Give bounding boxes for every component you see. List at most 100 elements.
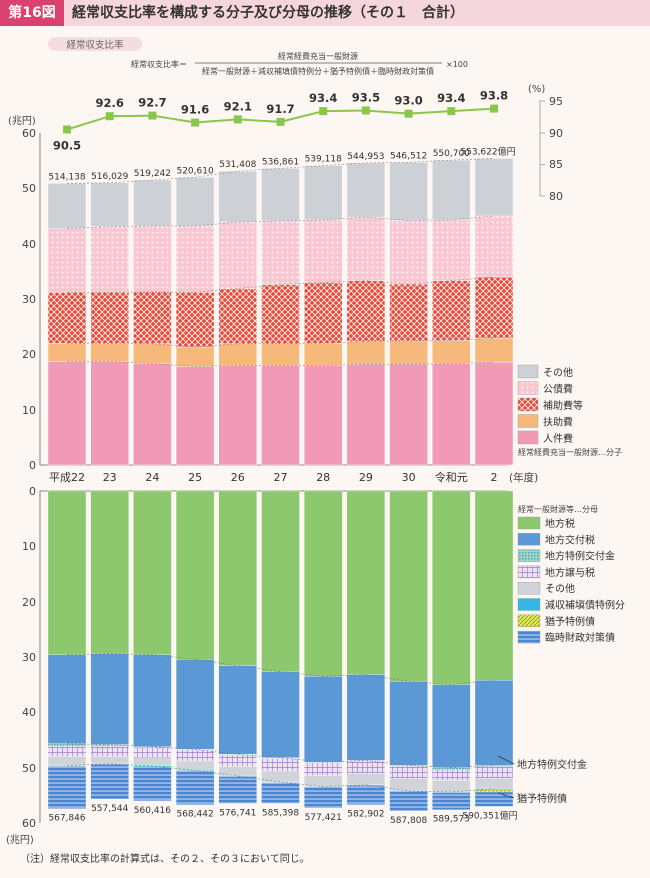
denominator-segment-臨時財政対策債 xyxy=(432,792,471,810)
denominator-segment-その他 xyxy=(90,756,129,764)
denominator-segment-その他 xyxy=(133,757,172,767)
denominator-segment-地方交付税 xyxy=(346,674,386,761)
top-y-tick: 40 xyxy=(22,238,36,251)
numerator-segment-公債費 xyxy=(133,225,172,293)
denominator-segment-臨時財政対策債 xyxy=(90,764,129,800)
numerator-segment-補助費等 xyxy=(175,292,215,348)
denominator-legend-label: 地方特例交付金 xyxy=(545,550,615,563)
denominator-legend-title: 経常一般財源等…分母 xyxy=(518,504,598,514)
ratio-marker xyxy=(63,125,71,134)
numerator-bar-0 xyxy=(47,183,87,466)
numerator-segment-扶助費 xyxy=(218,343,258,366)
denominator-bar-6 xyxy=(304,490,343,809)
ratio-marker xyxy=(447,107,456,116)
denominator-bar-4 xyxy=(218,490,257,804)
denominator-total-label: 590,351億円 xyxy=(462,809,517,821)
numerator-legend-label: 人件費 xyxy=(543,432,573,445)
numerator-bar-1 xyxy=(90,182,129,466)
denominator-segment-地方特例交付金 xyxy=(432,767,471,771)
denominator-bar-5 xyxy=(261,490,300,804)
denominator-legend-swatch xyxy=(517,549,541,562)
top-y-tick: 50 xyxy=(22,182,36,195)
numerator-bar-7 xyxy=(346,162,386,466)
bottom-y-tick: 30 xyxy=(22,651,36,664)
denominator-segment-地方譲与税 xyxy=(133,747,172,758)
denominator-segment-その他 xyxy=(432,780,471,793)
denominator-segment-臨時財政対策債 xyxy=(133,766,172,802)
numerator-segment-その他 xyxy=(389,162,428,221)
denominator-bar-1 xyxy=(90,490,129,800)
numerator-segment-人件費 xyxy=(346,364,386,466)
top-y-tick: 0 xyxy=(29,459,36,472)
numerator-segment-その他 xyxy=(133,179,172,227)
denominator-segment-地方交付税 xyxy=(432,684,471,768)
numerator-legend-label: 扶助費 xyxy=(543,416,573,429)
numerator-segment-補助費等 xyxy=(133,291,172,345)
denominator-legend-swatch xyxy=(517,614,541,627)
denominator-legend-label: 減収補塡債特例分 xyxy=(545,599,625,612)
ratio-marker xyxy=(490,104,498,113)
numerator-total-label: 544,953 xyxy=(347,152,384,162)
numerator-total-label: 516,029 xyxy=(91,172,128,182)
numerator-segment-公債費 xyxy=(47,228,87,293)
numerator-legend-swatch xyxy=(517,397,539,412)
denominator-segment-臨時財政対策債 xyxy=(218,776,257,804)
denominator-segment-地方交付税 xyxy=(218,665,257,755)
numerator-segment-公債費 xyxy=(304,219,343,283)
numerator-segment-補助費等 xyxy=(304,282,343,344)
numerator-segment-その他 xyxy=(304,165,343,221)
bottom-y-unit: (兆円) xyxy=(6,834,34,846)
category-label: 30 xyxy=(402,471,416,484)
denominator-segment-地方税 xyxy=(304,490,343,677)
denominator-legend-swatch xyxy=(517,565,541,579)
numerator-segment-公債費 xyxy=(474,215,514,278)
denominator-segment-地方税 xyxy=(346,490,386,675)
numerator-segment-人件費 xyxy=(474,361,514,466)
ratio-marker xyxy=(105,112,114,121)
denominator-segment-臨時財政対策債 xyxy=(474,791,514,807)
denominator-legend-label: 臨時財政対策債 xyxy=(545,631,615,644)
denominator-legend-label: 地方交付税 xyxy=(545,533,595,546)
denominator-legend: 地方税地方交付税地方特例交付金地方譲与税その他減収補塡債特例分猶予特例債臨時財政… xyxy=(517,516,625,644)
denominator-total-label: 567,846 xyxy=(48,814,85,824)
footnote: （注）経常収支比率の計算式は、その２、その３において同じ。 xyxy=(20,854,310,865)
denominator-segment-臨時財政対策債 xyxy=(175,771,215,805)
ratio-marker xyxy=(148,111,157,120)
denominator-total-label: 568,442 xyxy=(176,810,213,820)
denominator-segment-地方譲与税 xyxy=(432,769,471,781)
ratio-marker xyxy=(191,118,200,127)
numerator-segment-補助費等 xyxy=(261,284,300,345)
denominator-total-label: 587,808 xyxy=(390,816,427,826)
denominator-bars: 567,846 557,544 560,416 568,442 576,741 585,3… xyxy=(47,490,518,826)
numerator-legend-swatch xyxy=(517,414,539,428)
ratio-value-label: 92.6 xyxy=(96,96,124,110)
denominator-total-label: 582,902 xyxy=(347,810,384,820)
numerator-segment-その他 xyxy=(90,182,129,227)
denominator-legend-swatch xyxy=(517,516,541,530)
numerator-bar-5 xyxy=(261,168,300,466)
denominator-segment-地方譲与税 xyxy=(474,766,514,779)
formula-lhs: 経常収支比率＝ xyxy=(131,59,187,69)
category-label: 27 xyxy=(274,471,288,484)
top-y-tick: 10 xyxy=(22,404,36,417)
numerator-trend-dash xyxy=(66,215,495,230)
bottom-y-tick: 0 xyxy=(29,485,36,498)
denominator-segment-地方税 xyxy=(175,490,215,660)
numerator-segment-扶助費 xyxy=(47,343,87,362)
ratio-value-label: 93.4 xyxy=(309,91,337,105)
numerator-segment-扶助費 xyxy=(389,340,428,365)
numerator-segment-公債費 xyxy=(175,225,215,293)
x-unit: (年度) xyxy=(509,471,538,484)
numerator-trend-dash xyxy=(67,361,495,367)
figure-title: 経常収支比率を構成する分子及び分母の推移（その１ 合計） xyxy=(72,5,464,21)
denominator-legend-label: 地方税 xyxy=(545,517,575,530)
denominator-segment-その他 xyxy=(47,756,87,766)
denominator-segment-地方譲与税 xyxy=(261,758,300,772)
denominator-legend-swatch xyxy=(517,598,541,611)
denominator-segment-地方税 xyxy=(389,490,428,682)
numerator-bar-10 xyxy=(474,158,514,466)
formula-tag-bg xyxy=(48,37,142,51)
chart-area: 経常収支比率 経常収支比率＝ 経常経費充当一般財源 経常一般財源＋減収補填債特例… xyxy=(6,37,625,846)
numerator-segment-扶助費 xyxy=(90,343,129,362)
